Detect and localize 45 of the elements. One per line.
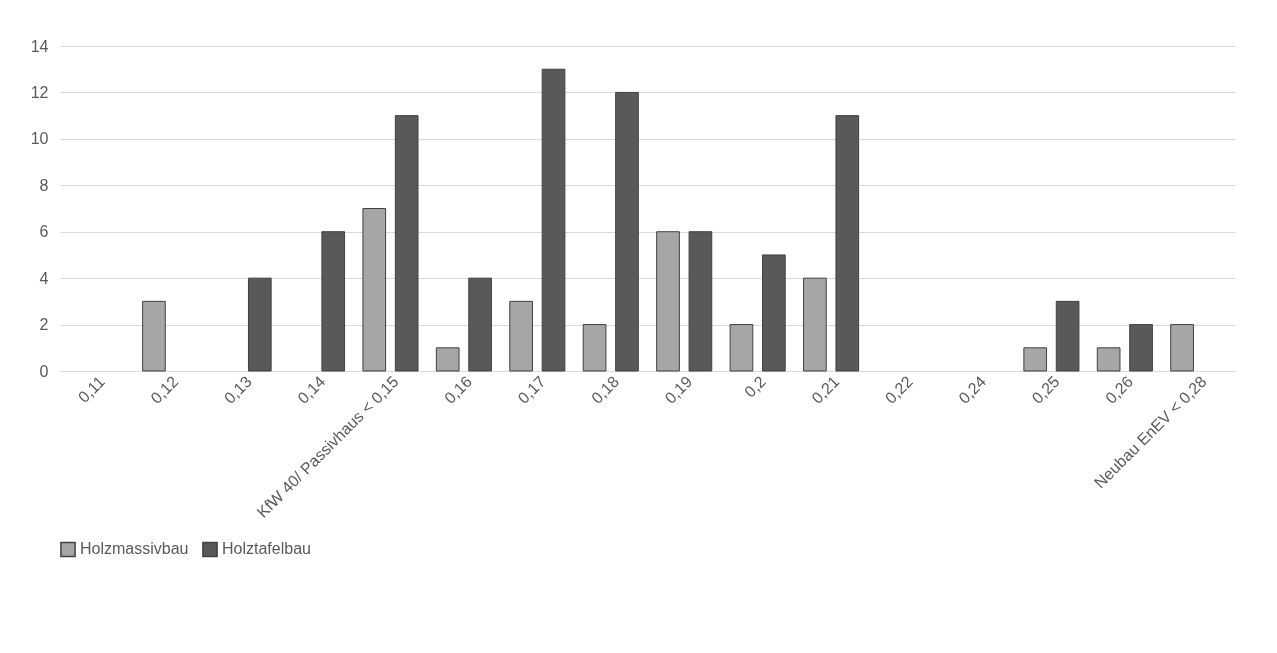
- y-tick-label: 2: [39, 316, 49, 334]
- bar: [362, 208, 387, 372]
- y-tick-label: 4: [39, 269, 49, 287]
- bar: [729, 324, 754, 372]
- bar: [688, 231, 713, 372]
- bar: [321, 231, 346, 372]
- x-tick-label: 0,19: [661, 372, 696, 407]
- legend-label: Holztafelbau: [222, 540, 311, 558]
- bar: [1129, 324, 1153, 372]
- x-tick-label: 0,26: [1102, 372, 1137, 407]
- bar: [247, 277, 272, 372]
- bar: [1023, 347, 1048, 372]
- x-tick-label: 0,18: [588, 372, 623, 407]
- bar: [1096, 347, 1121, 372]
- bar: [762, 254, 786, 372]
- bar: [615, 91, 639, 372]
- y-tick-label: 12: [30, 83, 49, 101]
- y-tick-label: 8: [39, 176, 49, 194]
- legend-label: Holzmassivbau: [80, 540, 189, 558]
- x-tick-label: 0,2: [741, 372, 770, 401]
- bar: [435, 347, 460, 372]
- y-tick-label: 6: [39, 223, 49, 241]
- bar: [1055, 300, 1080, 372]
- x-tick-label: 0,16: [441, 372, 476, 407]
- x-tick-label: 0,11: [74, 372, 109, 406]
- bar: [803, 277, 827, 372]
- x-tick-label: 0,12: [147, 372, 182, 407]
- bar: [468, 277, 492, 372]
- x-tick-label: 0,21: [808, 372, 843, 407]
- y-tick-label: 0: [39, 362, 49, 380]
- x-tick-label: 0,22: [881, 372, 916, 407]
- x-tick-label: 0,13: [220, 372, 255, 407]
- bar: [541, 68, 566, 372]
- bar: [509, 300, 533, 372]
- x-tick-label: 0,14: [294, 372, 329, 407]
- x-tick-label: 0,25: [1028, 372, 1063, 407]
- bar: [656, 231, 680, 372]
- bar: [835, 115, 860, 372]
- y-tick-label: 14: [30, 37, 49, 55]
- bar: [1170, 324, 1194, 372]
- bar: [142, 300, 166, 372]
- bar: [582, 324, 607, 372]
- bar: [394, 115, 419, 372]
- x-tick-label: 0,24: [955, 372, 990, 407]
- y-tick-label: 10: [30, 130, 49, 148]
